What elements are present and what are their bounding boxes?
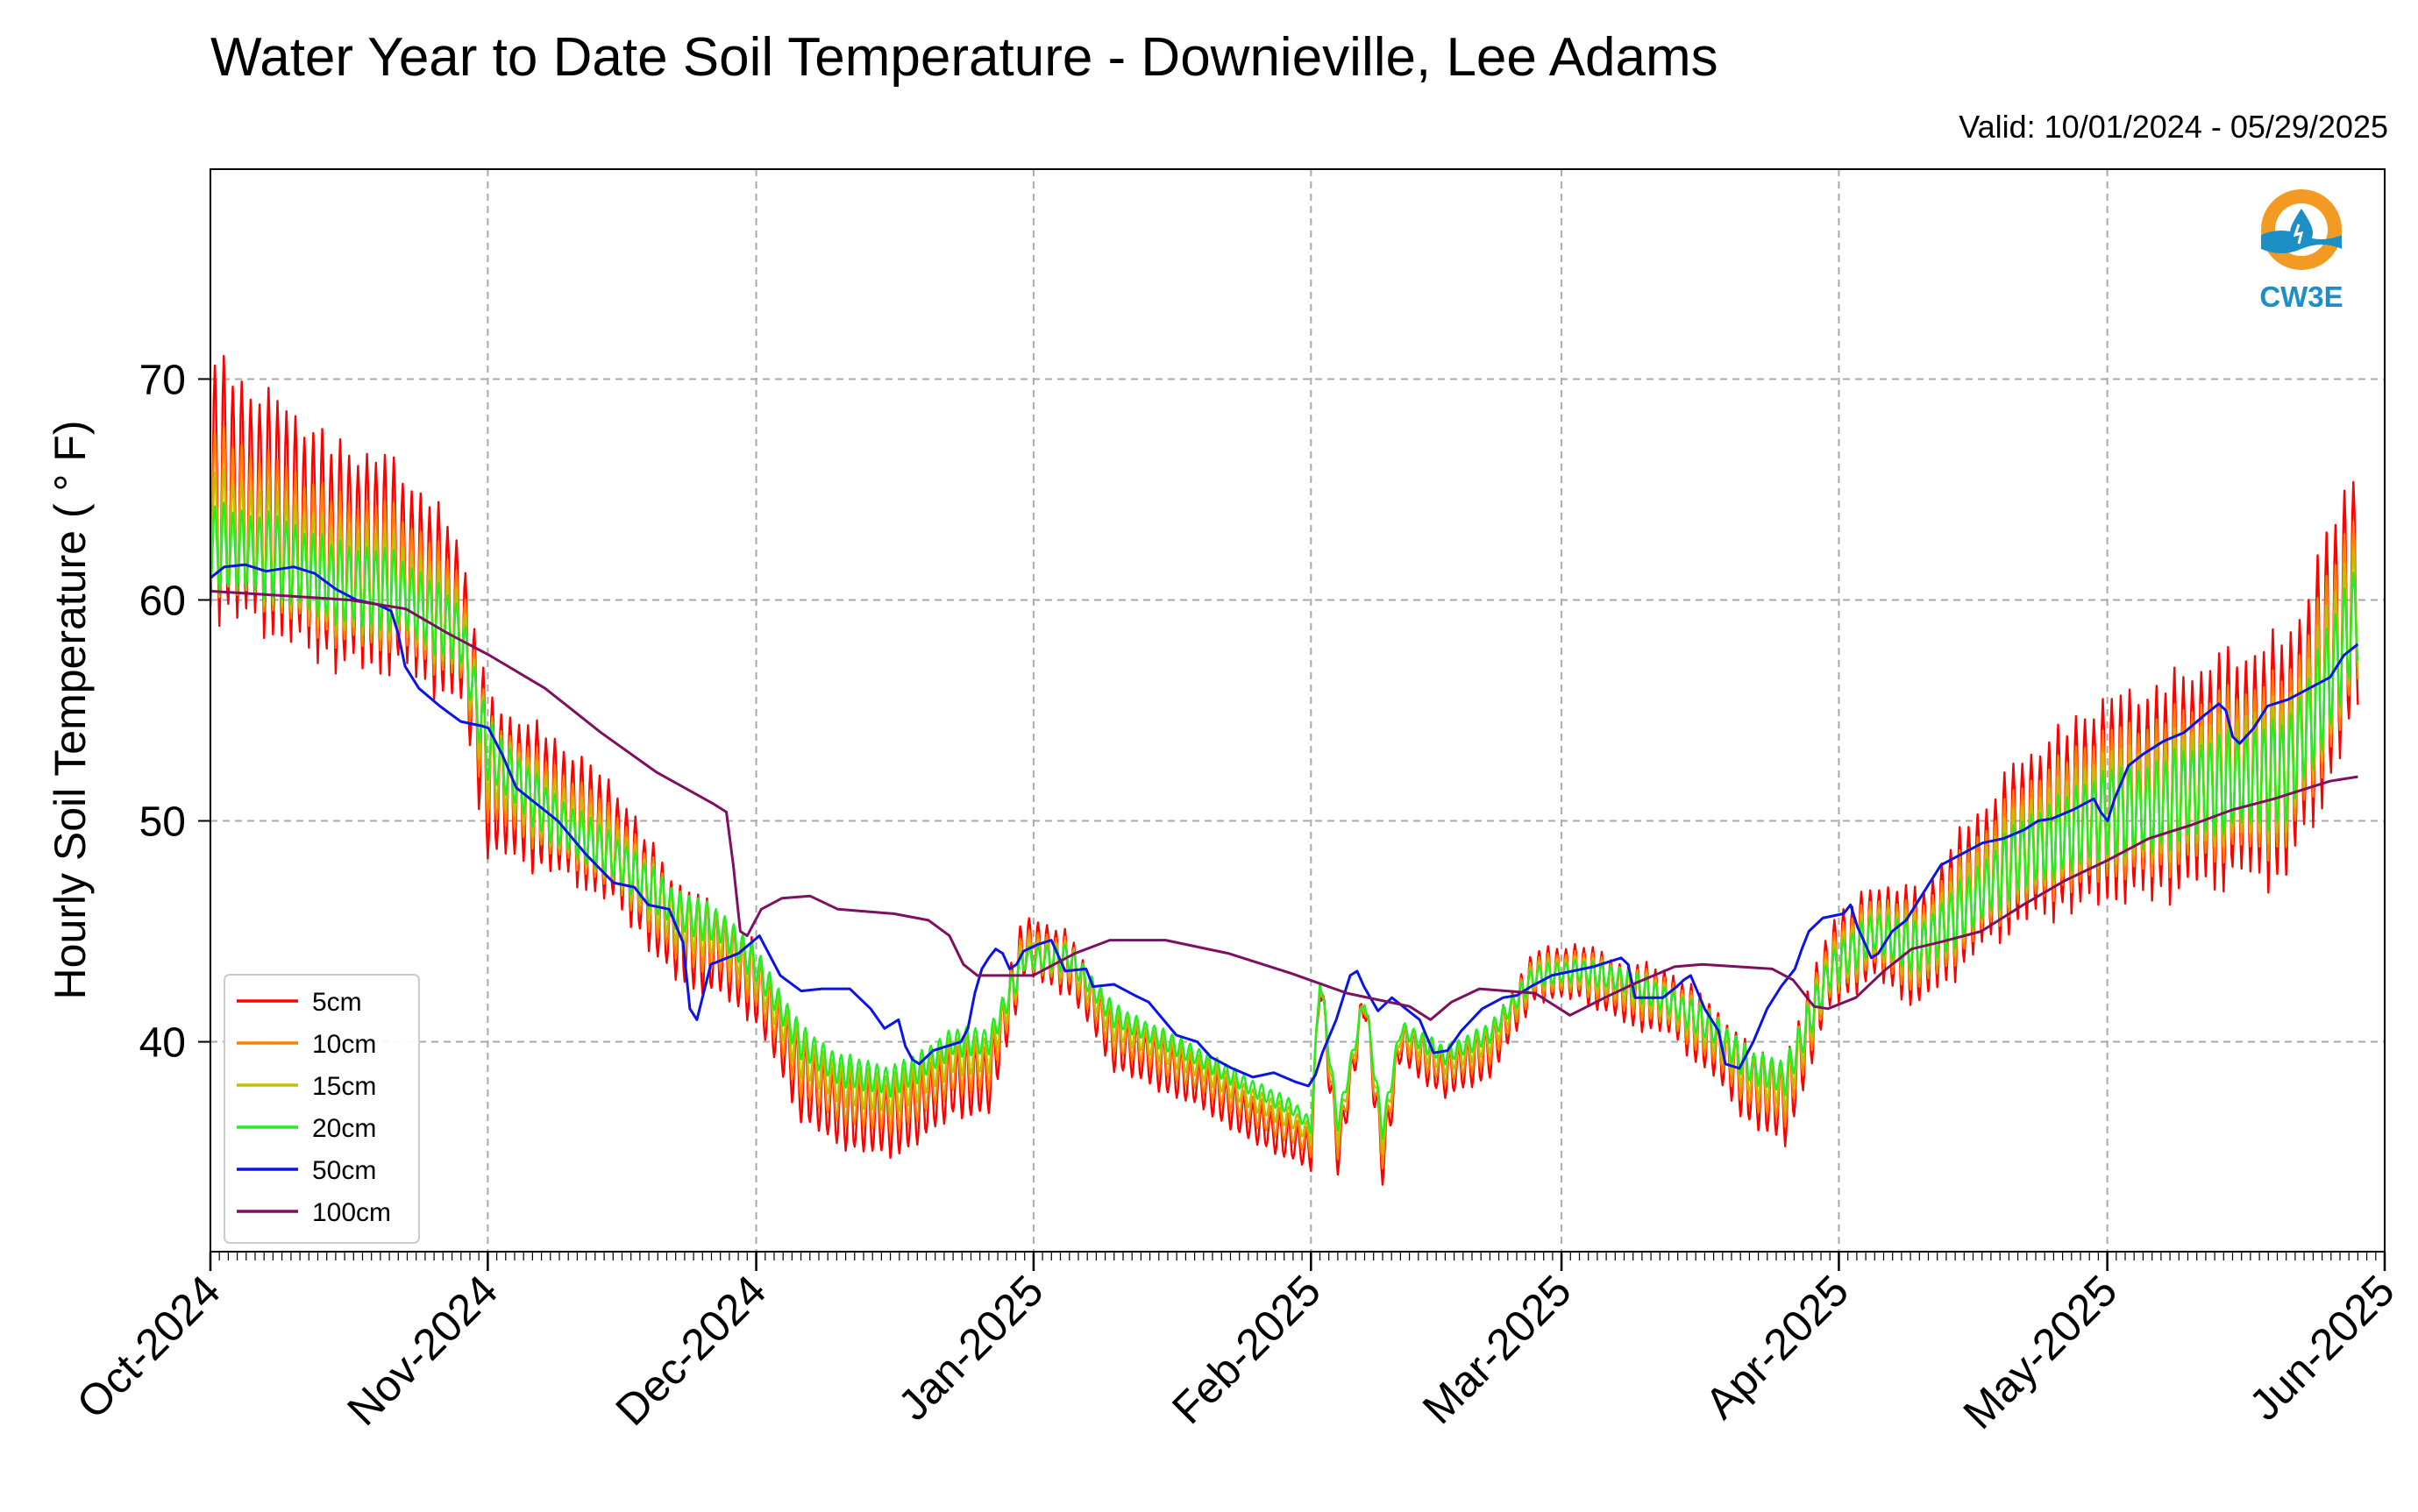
legend: 5cm 10cm 15cm 20cm 50cm 100cm <box>224 974 420 1244</box>
series-line-20cm <box>209 501 2359 1140</box>
plot-frame <box>210 168 2386 1253</box>
cw3e-logo: CW3E <box>2244 182 2358 323</box>
chart-title: Water Year to Date Soil Temperature - Do… <box>210 27 1718 88</box>
y-tick-label: 70 <box>139 357 186 403</box>
x-tick-label: Mar-2025 <box>1413 1266 1581 1433</box>
series-line-5cm <box>209 354 2359 1186</box>
x-tick-label: Oct-2024 <box>68 1266 230 1428</box>
x-tick-label: Jun-2025 <box>2240 1266 2404 1430</box>
series-line-10cm <box>209 425 2359 1169</box>
x-minor-ticks <box>210 1252 2386 1260</box>
legend-label-15cm: 15cm <box>312 1072 376 1101</box>
x-tick-label: Nov-2024 <box>338 1266 507 1435</box>
series-line-100cm <box>210 589 2358 1021</box>
legend-label-20cm: 20cm <box>312 1114 376 1143</box>
cw3e-logo-text: CW3E <box>2259 280 2343 313</box>
valid-date-range: Valid: 10/01/2024 - 05/29/2025 <box>1959 109 2388 145</box>
x-tick-label: Dec-2024 <box>606 1266 775 1435</box>
x-tick-label: Feb-2025 <box>1163 1266 1330 1433</box>
y-tick-label: 50 <box>139 799 186 846</box>
y-tick-label: 40 <box>139 1020 186 1067</box>
series-line-15cm <box>209 467 2359 1154</box>
legend-label-10cm: 10cm <box>312 1030 376 1059</box>
x-tick-label: Apr-2025 <box>1696 1266 1858 1428</box>
x-tick-label: Jan-2025 <box>889 1266 1053 1430</box>
y-tick-label: 60 <box>139 578 186 624</box>
series-line-50cm <box>210 563 2359 1088</box>
series-lines <box>209 354 2359 1186</box>
legend-label-50cm: 50cm <box>312 1156 376 1185</box>
legend-label-5cm: 5cm <box>312 988 362 1017</box>
cw3e-logo-icon <box>2261 189 2342 270</box>
legend-label-100cm: 100cm <box>312 1198 391 1227</box>
x-tick-label: May-2025 <box>1954 1266 2127 1438</box>
grid-lines <box>210 169 2386 1252</box>
